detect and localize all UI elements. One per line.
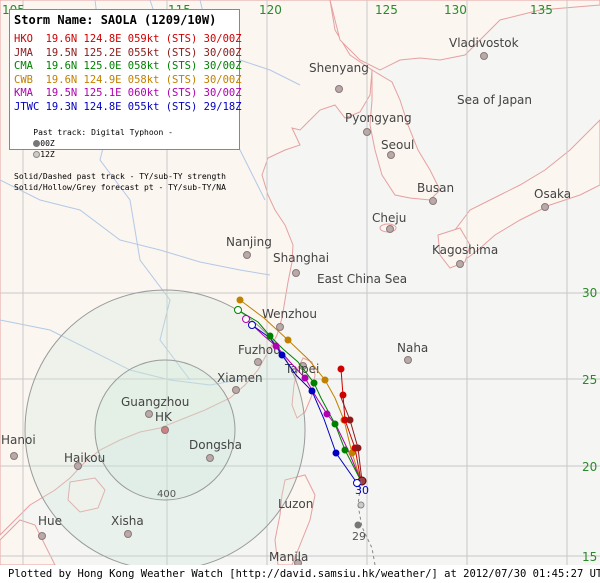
place-label: Fuzhou: [238, 343, 281, 357]
legend-note-line2: Solid/Dashed past track - TY/sub-TY stre…: [14, 172, 226, 181]
place-label: Pyongyang: [345, 111, 412, 125]
track-day-label: 29: [352, 530, 366, 543]
agency-row-kma: KMA 19.5N 125.1E 060kt (STS) 30/00Z: [14, 87, 242, 99]
lat-label: 20: [582, 460, 597, 474]
place-label: Hue: [38, 514, 62, 528]
storm-title: Storm Name: SAOLA (1209/10W): [14, 13, 217, 27]
legend-box: Storm Name: SAOLA (1209/10W) HKO 19.6N 1…: [9, 9, 242, 192]
place-label: Luzon: [278, 497, 313, 511]
label-12z: 12Z: [40, 150, 55, 159]
label-00z: 00Z: [40, 139, 55, 148]
lat-label: 25: [582, 373, 597, 387]
lat-label: 30: [582, 286, 597, 300]
place-label: Busan: [417, 181, 454, 195]
agency-row-jma: JMA 19.5N 125.2E 055kt (STS) 30/00Z: [14, 46, 242, 59]
dot-12z-icon: [33, 151, 41, 158]
place-label: Haikou: [64, 451, 105, 465]
track-day-label: 30: [355, 484, 369, 497]
place-label: Naha: [397, 341, 428, 355]
place-label: Xisha: [111, 514, 144, 528]
place-label: Nanjing: [226, 235, 272, 249]
lon-label: 120: [259, 3, 282, 17]
place-label: Sea of Japan: [457, 93, 532, 107]
place-label: Shanghai: [273, 251, 329, 265]
lon-label: 135: [530, 3, 553, 17]
place-label: Manila: [269, 550, 308, 564]
lat-label: 15: [582, 550, 597, 564]
past-track: [354, 480, 376, 566]
place-label: Guangzhou: [121, 395, 189, 409]
dot-00z-icon: [33, 140, 41, 147]
place-label: Xiamen: [217, 371, 263, 385]
place-label: Cheju: [372, 211, 406, 225]
place-label: Vladivostok: [449, 36, 519, 50]
place-label: East China Sea: [317, 272, 407, 286]
city-markers: [10, 52, 549, 567]
place-label: Seoul: [381, 138, 414, 152]
place-labels: Vladivostok Shenyang Sea of Japan Pyongy…: [1, 36, 571, 564]
range-label: 400: [157, 489, 176, 500]
place-label: Osaka: [534, 187, 571, 201]
agency-row-cma: CMA 19.6N 125.0E 058kt (STS) 30/00Z: [14, 60, 242, 72]
current-position-marker: [353, 476, 367, 487]
place-label: Dongsha: [189, 438, 242, 452]
place-label: Kagoshima: [432, 243, 498, 257]
place-label: HK: [155, 410, 173, 424]
agency-row-hko: HKO 19.6N 124.8E 059kt (STS) 30/00Z: [14, 33, 242, 45]
agency-row-jtwc: JTWC 19.3N 124.8E 055kt (STS) 29/18Z: [14, 100, 242, 113]
past-track-note: Past track: Digital Typhoon -: [33, 128, 173, 137]
place-label: Shenyang: [309, 61, 369, 75]
forecast-points: [234, 296, 362, 457]
lon-label: 125: [375, 3, 398, 17]
legend-note-past-track: Past track: Digital Typhoon - 00Z 12Z: [14, 116, 235, 171]
footer-credit: Plotted by Hong Kong Weather Watch [http…: [0, 565, 600, 583]
legend-note-line3: Solid/Hollow/Grey forecast pt - TY/sub-T…: [14, 183, 226, 192]
agency-row-cwb: CWB 19.6N 124.9E 058kt (STS) 30/00Z: [14, 73, 242, 86]
place-label: Wenzhou: [262, 307, 317, 321]
place-label: Hanoi: [1, 433, 36, 447]
lon-label: 130: [444, 3, 467, 17]
